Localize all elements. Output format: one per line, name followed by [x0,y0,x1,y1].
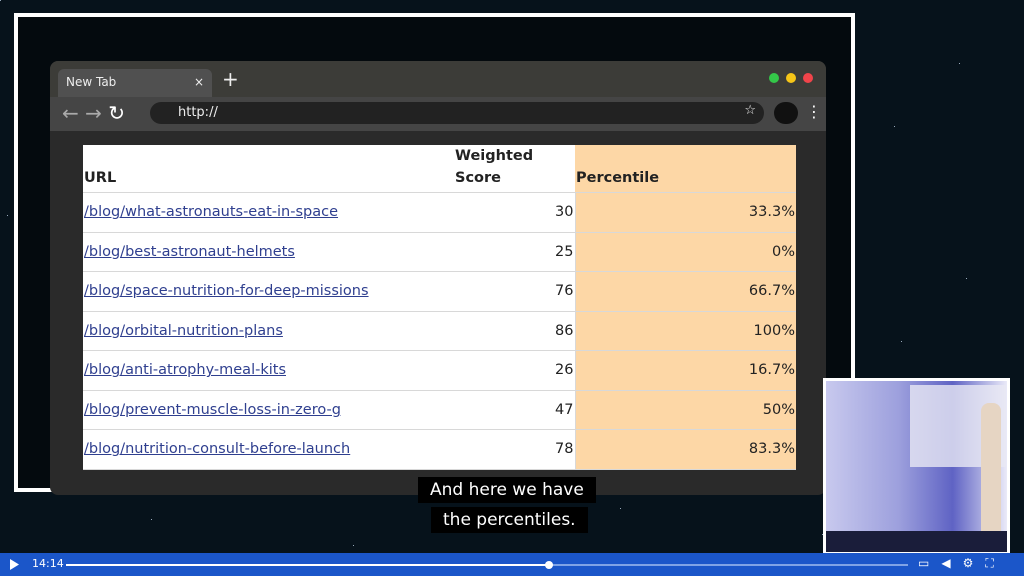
star [151,519,152,520]
table-row: /blog/nutrition-consult-before-launch 78 8… [83,429,796,470]
caption-line: the percentiles. [431,507,588,533]
table-cell: 47 [454,390,576,430]
toolbar: ← → ↻ http:// ☆ ⋮ [50,97,826,131]
address: http:// [178,105,218,120]
table-cell: 83.3% [575,429,796,470]
url-link[interactable]: /blog/what-astronauts-eat-in-space [84,204,339,221]
table-cell: /blog/orbital-nutrition-plans [83,311,454,351]
data-table: URL Weighted Score Percentile /blog/what-a… [83,145,796,470]
table-cell: /blog/space-nutrition-for-deep-missions [83,271,454,312]
profile-icon[interactable] [774,102,798,124]
header-row: URL Weighted Score Percentile [83,145,796,193]
star [959,63,960,64]
star [822,534,823,535]
audience [826,531,1007,552]
table-row: /blog/anti-atrophy-meal-kits 26 16.7% [83,350,796,391]
table-row: /blog/space-nutrition-for-deep-missions 7… [83,271,796,312]
player-controls: 14:14 ▭◀⚙⛶ [0,553,1024,576]
table-cell: /blog/anti-atrophy-meal-kits [83,350,454,391]
table-cell: /blog/nutrition-consult-before-launch [83,429,454,470]
table-row: /blog/best-astronaut-helmets 25 0% [83,232,796,272]
table-cell: 0% [575,232,796,272]
window-controls[interactable] [766,71,820,85]
nav-icons[interactable]: ← → ↻ [62,101,125,125]
star [353,545,354,546]
url-link[interactable]: /blog/prevent-muscle-loss-in-zero-g [84,401,341,418]
star [966,278,967,279]
table-cell: 78 [454,429,576,470]
table-cell: 25 [454,232,576,272]
column-header: Weighted Score [454,145,575,193]
tab-bar: New Tab × + [50,61,826,97]
table-row: /blog/what-astronauts-eat-in-space 30 33.3… [83,192,796,233]
menu-icon[interactable]: ⋮ [806,102,822,121]
url-link[interactable]: /blog/space-nutrition-for-deep-missions [84,283,369,300]
address-bar[interactable]: http:// ☆ [150,102,764,124]
speaker-video [823,378,1010,555]
url-link[interactable]: /blog/orbital-nutrition-plans [84,322,283,339]
progress-track[interactable] [66,564,908,566]
caption-line: And here we have [418,477,596,503]
table-row: /blog/orbital-nutrition-plans 86 100% [83,311,796,351]
star [0,0,1,1]
control-icons[interactable]: ▭◀⚙⛶ [918,556,1006,570]
table-cell: /blog/best-astronaut-helmets [83,232,454,272]
table-cell: 30 [454,192,576,233]
table-cell: 26 [454,350,576,391]
table-cell: 33.3% [575,192,796,233]
time: 14:14 [32,557,64,570]
table-cell: 76 [454,271,576,312]
star [7,215,8,216]
star-icon[interactable]: ☆ [744,103,756,118]
table-cell: 100% [575,311,796,351]
star [620,508,621,509]
new-tab-icon[interactable]: + [222,67,239,91]
star [901,341,902,342]
star [894,126,895,127]
table-cell: 50% [575,390,796,430]
speaker-figure [981,403,1001,543]
url-link[interactable]: /blog/anti-atrophy-meal-kits [84,362,286,379]
table-row: /blog/prevent-muscle-loss-in-zero-g 47 50% [83,390,796,430]
table-cell: 86 [454,311,576,351]
play-button[interactable] [10,559,20,570]
table-cell: /blog/prevent-muscle-loss-in-zero-g [83,390,454,430]
table-cell: /blog/what-astronauts-eat-in-space [83,192,454,233]
url-link[interactable]: /blog/best-astronaut-helmets [84,243,295,260]
progress-handle[interactable] [545,561,553,569]
slide-frame: New Tab × + ← → ↻ http:// ☆ ⋮ URL Weighted … [14,13,855,495]
table-cell: 66.7% [575,271,796,312]
column-header: Percentile [575,145,796,193]
tab-title: New Tab [66,75,117,89]
browser-window: New Tab × + ← → ↻ http:// ☆ ⋮ URL Weighted … [50,61,826,495]
close-icon[interactable]: × [193,75,204,89]
url-link[interactable]: /blog/nutrition-consult-before-launch [84,441,351,458]
tab[interactable]: New Tab × [58,69,212,97]
column-header: URL [83,145,454,193]
table-cell: 16.7% [575,350,796,391]
